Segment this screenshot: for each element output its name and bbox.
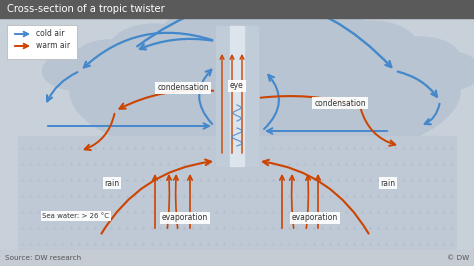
Ellipse shape: [420, 52, 474, 90]
Bar: [0, 18, 474, 250]
Bar: [0, 0, 474, 18]
Text: © DW: © DW: [447, 255, 469, 261]
Ellipse shape: [270, 8, 370, 60]
Ellipse shape: [70, 19, 460, 164]
Bar: [216, 26, 230, 166]
Ellipse shape: [73, 40, 147, 82]
Text: warm air: warm air: [36, 41, 70, 51]
Ellipse shape: [110, 24, 200, 72]
Text: Cross-section of a tropic twister: Cross-section of a tropic twister: [7, 4, 165, 14]
Ellipse shape: [43, 52, 108, 90]
Bar: [0, 250, 474, 266]
Bar: [244, 26, 258, 166]
Text: eye: eye: [230, 81, 244, 90]
Text: Sea water: > 26 °C: Sea water: > 26 °C: [43, 213, 109, 219]
Text: evaporation: evaporation: [162, 214, 208, 222]
Bar: [18, 136, 456, 250]
FancyBboxPatch shape: [7, 25, 77, 59]
Text: rain: rain: [104, 178, 119, 188]
Text: rain: rain: [381, 178, 396, 188]
Ellipse shape: [200, 4, 330, 52]
Bar: [230, 26, 244, 166]
Text: Source: DW research: Source: DW research: [5, 255, 81, 261]
Ellipse shape: [160, 9, 260, 64]
Text: cold air: cold air: [36, 30, 64, 39]
Ellipse shape: [322, 21, 418, 71]
Text: condensation: condensation: [314, 98, 366, 107]
Text: evaporation: evaporation: [292, 214, 338, 222]
Ellipse shape: [380, 37, 460, 79]
Text: condensation: condensation: [157, 84, 209, 93]
